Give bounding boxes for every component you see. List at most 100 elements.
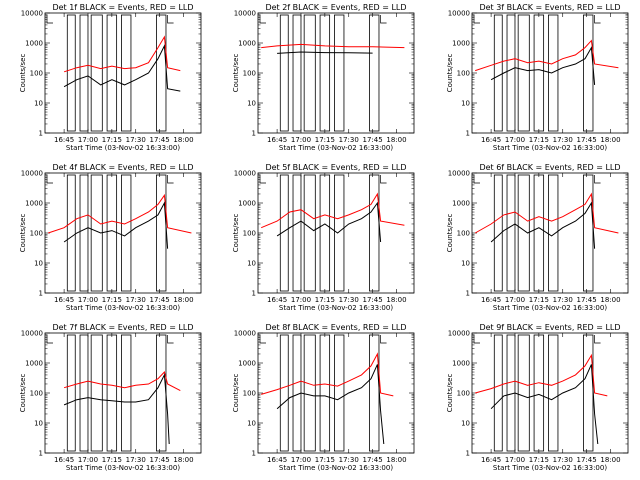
x-tick-label: 17:00 xyxy=(78,136,98,144)
x-tick-label: 17:30 xyxy=(553,456,573,464)
gap-marker xyxy=(517,174,530,292)
x-tick-label: 16:45 xyxy=(54,296,74,304)
gap-marker xyxy=(106,174,118,292)
y-axis-label: Counts/sec xyxy=(232,54,240,93)
x-tick-label: 17:45 xyxy=(150,296,170,304)
y-tick-label: 1 xyxy=(466,450,470,458)
gap-marker xyxy=(548,334,559,452)
y-axis-label: Counts/sec xyxy=(232,214,240,253)
gap-marker xyxy=(533,334,545,452)
x-axis-label: Start Time (03-Nov-02 16:33:00) xyxy=(279,144,393,152)
y-tick-label: 10000 xyxy=(448,10,470,18)
x-tick-label: 17:15 xyxy=(315,136,335,144)
gap-marker xyxy=(66,14,76,132)
x-tick-label: 18:00 xyxy=(386,296,406,304)
corner-mark xyxy=(473,175,480,184)
gap-marker xyxy=(369,14,380,132)
chart-title: Det 5f BLACK = Events, RED = LLD xyxy=(265,163,406,172)
x-tick-label: 16:45 xyxy=(481,296,501,304)
corner-mark xyxy=(380,175,387,184)
gap-marker xyxy=(303,14,316,132)
gap-marker xyxy=(548,14,559,132)
x-tick-label: 18:00 xyxy=(600,296,620,304)
gap-marker xyxy=(506,14,516,132)
chart-panel-5: Det 5f BLACK = Events, RED = LLD 16:45 17:… xyxy=(232,163,415,312)
series-line-lld xyxy=(475,39,619,72)
gap-marker xyxy=(279,14,289,132)
gap-marker xyxy=(583,14,594,132)
chart-panel-6: Det 6f BLACK = Events, RED = LLD 16:45 17:… xyxy=(446,163,629,312)
y-axis-label: Counts/sec xyxy=(232,374,240,413)
y-tick-label: 1000 xyxy=(452,200,470,208)
x-tick-label: 16:45 xyxy=(54,456,74,464)
y-tick-label: 1 xyxy=(39,450,43,458)
x-tick-label: 17:00 xyxy=(505,136,525,144)
x-tick-label: 18:00 xyxy=(600,456,620,464)
x-tick-label: 17:30 xyxy=(126,456,146,464)
y-tick-label: 10000 xyxy=(448,170,470,178)
x-axis-label: Start Time (03-Nov-02 16:33:00) xyxy=(66,144,180,152)
x-tick-label: 18:00 xyxy=(386,456,406,464)
y-tick-label: 1 xyxy=(466,290,470,298)
plot-frame xyxy=(44,12,202,134)
y-axis-label: Counts/sec xyxy=(19,54,27,93)
x-tick-label: 18:00 xyxy=(386,136,406,144)
y-tick-label: 1 xyxy=(252,290,256,298)
x-tick-label: 16:45 xyxy=(267,296,287,304)
corner-mark xyxy=(259,335,266,344)
chart-title: Det 3f BLACK = Events, RED = LLD xyxy=(479,3,620,12)
y-tick-label: 10 xyxy=(247,100,256,108)
gap-marker xyxy=(517,14,530,132)
x-tick-label: 17:15 xyxy=(315,456,335,464)
corner-mark xyxy=(167,175,174,184)
chart-panel-3: Det 3f BLACK = Events, RED = LLD 16:45 17:… xyxy=(446,3,629,152)
corner-mark xyxy=(380,335,387,344)
series-line-lld xyxy=(48,193,192,234)
y-tick-label: 1 xyxy=(252,450,256,458)
chart-title: Det 9f BLACK = Events, RED = LLD xyxy=(479,323,620,332)
x-tick-label: 17:15 xyxy=(529,136,549,144)
plot-frame xyxy=(257,12,415,134)
y-tick-label: 100 xyxy=(457,70,470,78)
gap-marker xyxy=(90,14,103,132)
series-line-events xyxy=(490,45,596,85)
x-tick-label: 17:30 xyxy=(339,296,359,304)
y-tick-label: 1 xyxy=(252,130,256,138)
gap-marker xyxy=(583,174,594,292)
gap-marker xyxy=(79,14,89,132)
x-tick-label: 17:45 xyxy=(150,456,170,464)
y-tick-label: 100 xyxy=(30,390,43,398)
y-tick-label: 100 xyxy=(457,230,470,238)
y-tick-label: 10 xyxy=(461,420,470,428)
gap-marker xyxy=(303,334,316,452)
y-tick-label: 10000 xyxy=(21,330,43,338)
y-tick-label: 10 xyxy=(461,260,470,268)
x-tick-label: 17:00 xyxy=(291,296,311,304)
x-axis-label: Start Time (03-Nov-02 16:33:00) xyxy=(493,144,607,152)
x-tick-label: 17:15 xyxy=(102,296,122,304)
gap-marker xyxy=(121,174,132,292)
gap-marker xyxy=(156,334,167,452)
gap-marker xyxy=(506,174,516,292)
chart-panel-9: Det 9f BLACK = Events, RED = LLD 16:45 17:… xyxy=(446,323,629,472)
y-tick-label: 10000 xyxy=(234,10,256,18)
x-tick-label: 17:30 xyxy=(339,456,359,464)
gap-marker xyxy=(583,334,594,452)
x-tick-label: 17:00 xyxy=(505,296,525,304)
gap-marker xyxy=(493,174,503,292)
y-tick-label: 10 xyxy=(34,420,43,428)
gap-marker xyxy=(369,174,380,292)
y-tick-label: 1000 xyxy=(238,360,256,368)
series-line-events xyxy=(277,51,373,54)
x-tick-label: 17:45 xyxy=(577,456,597,464)
gap-marker xyxy=(334,14,345,132)
x-tick-label: 16:45 xyxy=(267,136,287,144)
x-tick-label: 17:00 xyxy=(78,456,98,464)
y-axis-label: Counts/sec xyxy=(446,374,454,413)
x-tick-label: 18:00 xyxy=(173,456,193,464)
y-tick-label: 10 xyxy=(247,260,256,268)
x-tick-label: 17:15 xyxy=(529,456,549,464)
x-axis-label: Start Time (03-Nov-02 16:33:00) xyxy=(66,304,180,312)
chart-panel-7: Det 7f BLACK = Events, RED = LLD 16:45 17:… xyxy=(19,323,202,472)
gap-marker xyxy=(279,174,289,292)
